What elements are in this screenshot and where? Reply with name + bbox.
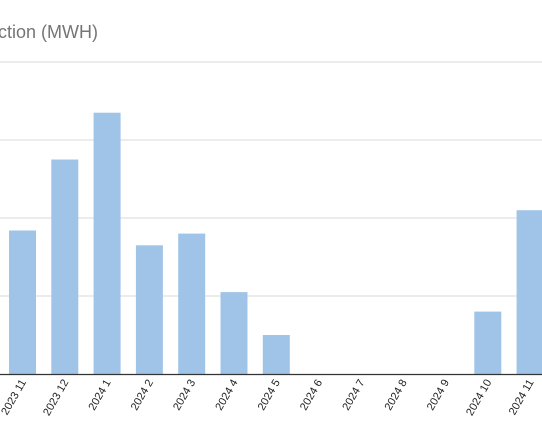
x-tick-label: 2024 7 [340,378,367,413]
bar [9,230,36,374]
bar [51,159,79,374]
bar [516,210,542,374]
x-tick-label: 2024 9 [425,378,452,413]
x-tick-label: 2024 3 [171,378,198,413]
bar [220,292,248,374]
x-tick-label: 2024 10 [464,378,494,418]
x-tick-label: 2024 6 [298,378,325,413]
bar [178,233,206,374]
x-tick-label: 2023 12 [41,378,71,418]
x-tick-label: 2023 11 [0,378,29,418]
bar [474,311,502,374]
x-tick-label: 2024 1 [86,378,113,413]
gridlines [0,61,542,297]
bar [135,245,163,374]
bar [93,112,121,374]
x-tick-label: 2024 11 [507,378,537,418]
x-tick-label: 2024 5 [256,378,283,413]
x-tick-label: 2024 8 [383,378,410,413]
x-tick-label: 2024 4 [213,378,240,413]
chart-title: ction (MWH) [0,22,98,42]
bar [262,335,290,374]
x-tick-labels: 2023 11 2023 12 2024 1 2024 2 2024 3 2024 4 20… [0,378,537,418]
bars [9,112,542,374]
x-tick-label: 2024 2 [129,378,156,413]
